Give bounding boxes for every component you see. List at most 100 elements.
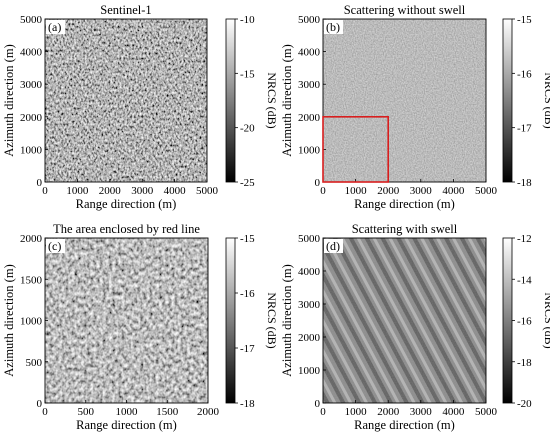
y-tick-label: 0 [37, 398, 43, 410]
panel-title: Sentinel-1 [100, 3, 151, 17]
x-axis-label: Range direction (m) [76, 418, 177, 432]
x-tick-label: 4000 [442, 185, 465, 197]
image-swell-stripes [323, 238, 486, 403]
image-fine-noise [323, 19, 486, 182]
colorbar-tick-label: -17 [517, 123, 532, 135]
y-tick-label: 0 [37, 177, 43, 189]
colorbar-tick-label: -20 [240, 123, 255, 135]
y-tick-label: 500 [26, 357, 43, 369]
image-speckle-sar [45, 19, 207, 182]
x-tick-label: 2000 [197, 406, 220, 418]
y-tick-label: 4000 [298, 47, 321, 59]
x-tick-label: 0 [320, 185, 326, 197]
x-tick-label: 500 [78, 406, 95, 418]
x-tick-label: 2000 [377, 406, 400, 418]
panel-label-bg [324, 20, 343, 34]
x-tick-label: 2000 [377, 185, 400, 197]
panel-b: Scattering without swell (b) 0 1000 2000 3000… [280, 3, 550, 211]
panel-label: (a) [48, 20, 61, 34]
y-tick-label: 1500 [20, 274, 43, 286]
colorbar-tick-label: -16 [517, 68, 532, 80]
colorbar-tick-label: -15 [517, 14, 532, 26]
panel-label-bg [46, 20, 65, 34]
panel-label: (c) [48, 239, 61, 253]
y-tick-label: 1000 [298, 144, 321, 156]
panel-c: The area enclosed by red line (c) 0 500 1000… [2, 222, 279, 432]
y-tick-label: 3000 [298, 79, 321, 91]
panel-label: (d) [326, 239, 340, 253]
colorbar-label: NRCS (dB) [542, 292, 550, 348]
x-tick-label: 5000 [475, 406, 498, 418]
colorbar-label: NRCS (dB) [265, 292, 279, 348]
x-tick-label: 0 [42, 406, 48, 418]
y-tick-label: 5000 [298, 14, 321, 26]
colorbar-tick-label: -15 [240, 68, 255, 80]
panel-label-bg [46, 239, 65, 253]
colorbar-gradient [502, 18, 513, 183]
colorbar-tick-label: -16 [517, 316, 532, 328]
y-tick-label: 2000 [298, 112, 321, 124]
colorbar-tick-label: -20 [517, 398, 532, 410]
x-tick-label: 1000 [345, 406, 368, 418]
x-tick-label: 1000 [66, 185, 89, 197]
colorbar: -15 -16 -17 -18 NRCS (dB) [502, 14, 550, 189]
panel-title: The area enclosed by red line [53, 222, 200, 236]
colorbar-tick-label: -18 [517, 357, 532, 369]
axes-frame [322, 18, 487, 183]
axes-frame [322, 237, 487, 404]
y-tick-label: 2000 [20, 112, 43, 124]
y-tick-label: 3000 [298, 299, 321, 311]
axes-frame [44, 18, 208, 183]
colorbar-gradient [225, 18, 236, 183]
y-axis-label: Azimuth direction (m) [280, 44, 294, 156]
colorbar-tick-label: -14 [517, 274, 532, 286]
x-tick-label: 1000 [345, 185, 368, 197]
x-tick-label: 5000 [475, 185, 498, 197]
y-tick-label: 3000 [20, 79, 43, 91]
y-tick-label: 2000 [20, 233, 43, 245]
x-tick-label: 3000 [410, 185, 433, 197]
colorbar-tick-label: -18 [517, 177, 532, 189]
y-tick-label: 5000 [20, 14, 43, 26]
panel-title: Scattering without swell [344, 3, 466, 17]
y-axis-label: Azimuth direction (m) [280, 264, 294, 376]
x-tick-label: 0 [320, 406, 326, 418]
colorbar: -10 -15 -20 -25 NRCS (dB) [225, 14, 279, 189]
colorbar-tick-label: -16 [240, 288, 255, 300]
colorbar-tick-label: -10 [240, 14, 255, 26]
panel-a: Sentinel-1 (a) 0 1000 2000 3000 4000 5000 0 1000 2… [2, 3, 279, 211]
y-tick-label: 1000 [20, 316, 43, 328]
panel-label: (b) [326, 20, 340, 34]
colorbar-label: NRCS (dB) [265, 72, 279, 128]
x-tick-label: 1500 [156, 406, 179, 418]
y-tick-label: 4000 [298, 266, 321, 278]
colorbar: -12 -14 -16 -18 -20 NRCS (dB) [502, 233, 550, 410]
x-tick-label: 4000 [442, 406, 465, 418]
y-tick-label: 0 [315, 398, 321, 410]
panel-d: Scattering with swell (d) 0 1000 2000 3000 400… [280, 222, 550, 432]
colorbar-tick-label: -15 [240, 233, 255, 245]
red-highlight-box [322, 116, 389, 183]
x-tick-label: 3000 [131, 185, 154, 197]
x-tick-label: 0 [42, 185, 48, 197]
x-tick-label: 5000 [196, 185, 219, 197]
y-tick-label: 1000 [298, 365, 321, 377]
x-axis-label: Range direction (m) [76, 197, 177, 211]
y-tick-label: 1000 [20, 144, 43, 156]
panel-title: Scattering with swell [352, 222, 458, 236]
colorbar-gradient [502, 237, 513, 404]
colorbar-label: NRCS (dB) [542, 72, 550, 128]
image-medium-noise [45, 238, 208, 403]
y-axis-label: Azimuth direction (m) [2, 264, 16, 376]
y-axis-label: Azimuth direction (m) [2, 44, 16, 156]
x-tick-label: 3000 [410, 406, 433, 418]
colorbar-tick-label: -25 [240, 177, 255, 189]
panel-label-bg [324, 239, 343, 253]
x-axis-label: Range direction (m) [354, 197, 455, 211]
y-tick-label: 5000 [298, 233, 321, 245]
y-tick-label: 4000 [20, 47, 43, 59]
colorbar: -15 -16 -17 -18 NRCS (dB) [225, 233, 279, 410]
colorbar-tick-label: -12 [517, 233, 532, 245]
x-tick-label: 2000 [99, 185, 122, 197]
